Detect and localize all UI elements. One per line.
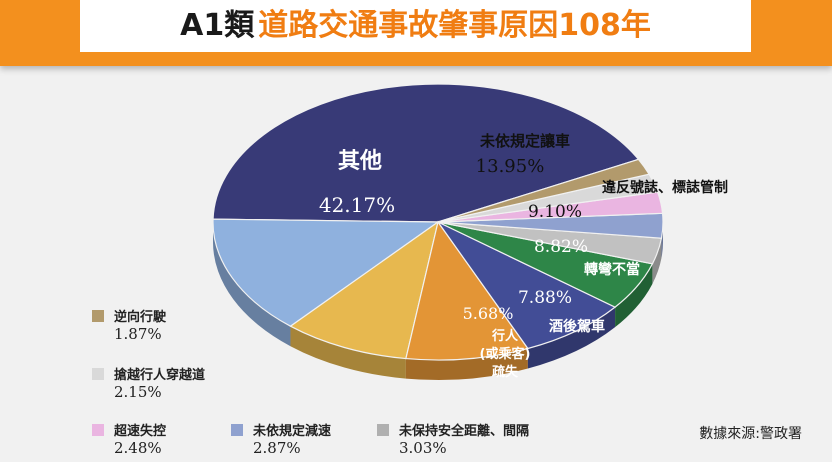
legend-label: 逆向行駛 (114, 310, 167, 325)
pie-side (405, 348, 528, 381)
legend-swatch (377, 424, 389, 436)
title-bar: A1類 道路交通事故肇事原因108年 (0, 0, 832, 66)
legend-label: 未依規定減速 (253, 424, 332, 439)
slice-value: 7.88% (518, 288, 572, 308)
slice-label: 疏失 (492, 364, 519, 380)
slice-label: 未依規定讓車 (479, 132, 570, 150)
legend-label: 超速失控 (114, 424, 167, 439)
slice-label: (或乘客) (480, 346, 531, 362)
pie-slice (212, 83, 640, 223)
legend-value: 2.87% (253, 439, 301, 457)
pie-slice (437, 221, 617, 350)
slice-label: 其他 (338, 149, 382, 174)
pie-slice (405, 220, 529, 361)
slice-value: 8.82% (534, 237, 588, 257)
slice-value: 5.68% (463, 304, 514, 323)
slice-label: 轉彎不當 (584, 261, 640, 278)
legend-label: 未保持安全距離、間隔 (399, 424, 530, 439)
legend-swatch (92, 424, 104, 436)
legend-swatch (92, 368, 104, 380)
slice-value: 13.95% (476, 156, 545, 177)
slice-label: 行人 (491, 328, 519, 344)
legend-value: 1.87% (114, 325, 162, 343)
title-box: A1類 道路交通事故肇事原因108年 (80, 0, 751, 52)
pie-slice (437, 158, 651, 223)
slice-value: 9.10% (528, 202, 582, 222)
legend-label: 搶越行人穿越道 (114, 368, 206, 383)
slice-value: 42.17% (319, 193, 395, 217)
legend-swatch (231, 424, 243, 436)
legend-value: 2.15% (114, 383, 162, 401)
pie-slice (212, 218, 440, 327)
legend-swatch (92, 310, 104, 322)
legend-value: 2.48% (114, 439, 162, 457)
title-prefix: A1類 (180, 8, 255, 43)
source-note: 數據來源:警政署 (699, 426, 802, 442)
pie-slice (289, 220, 439, 360)
slice-label: 酒後駕車 (549, 318, 605, 335)
slice-label: 違反號誌、標誌管制 (602, 179, 728, 196)
legend-value: 3.03% (399, 439, 447, 457)
pie-side (652, 238, 662, 284)
page-title: 道路交通事故肇事原因108年 (258, 8, 651, 43)
